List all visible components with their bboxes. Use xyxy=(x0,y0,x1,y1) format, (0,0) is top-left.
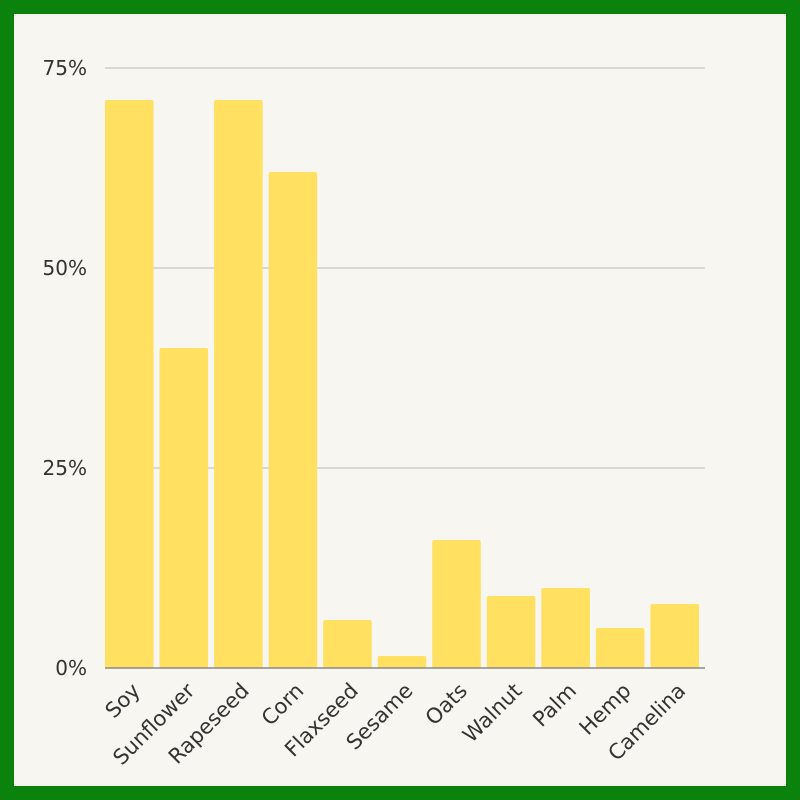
bar xyxy=(268,172,318,668)
bar xyxy=(323,620,372,668)
bar xyxy=(595,628,645,668)
y-tick-label: 75% xyxy=(43,56,87,80)
y-axis-ticks: 0% 25% 50% 75% xyxy=(43,56,87,680)
x-tick-label: Walnut xyxy=(458,679,527,748)
bar xyxy=(432,540,481,668)
x-tick-label: Oats xyxy=(421,679,472,730)
bar xyxy=(541,588,590,668)
bar xyxy=(159,348,209,668)
y-tick-label: 25% xyxy=(43,456,87,480)
x-tick-label: Corn xyxy=(257,679,309,731)
y-tick-label: 0% xyxy=(55,656,87,680)
bars xyxy=(105,100,699,668)
bar xyxy=(105,100,154,668)
bar xyxy=(486,596,536,668)
bar xyxy=(650,604,699,668)
x-tick-label: Palm xyxy=(528,679,581,732)
bar xyxy=(214,100,263,668)
x-tick-label: Soy xyxy=(101,679,145,723)
bar xyxy=(377,656,427,668)
y-tick-label: 50% xyxy=(43,256,87,280)
